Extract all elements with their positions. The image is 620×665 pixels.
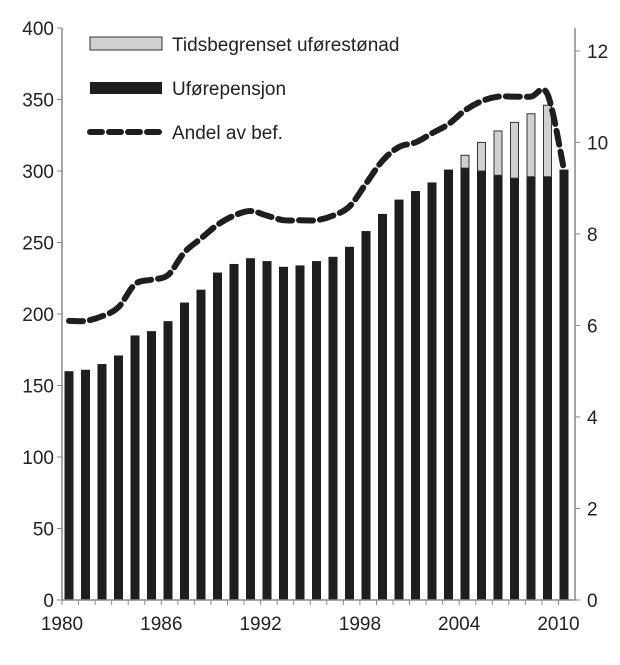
y-tick-label: 250 <box>22 234 54 255</box>
y2-tick-label: 12 <box>587 42 608 63</box>
bar-uforepensjon-2007 <box>510 178 519 600</box>
bar-uforepensjon-1991 <box>246 258 255 600</box>
x-tick-label: 2004 <box>438 614 481 635</box>
andel-line <box>66 86 567 325</box>
legend-swatch-tidsbegrenset <box>89 36 163 51</box>
legend-label-tidsbegrenset: Tidsbegrenset uførestønad <box>172 35 399 56</box>
y2-tick-label: 8 <box>587 225 598 246</box>
bar-tidsbegrenset-2007 <box>510 121 519 179</box>
bar-uforepensjon-2004 <box>460 168 470 600</box>
bar-uforepensjon-1995 <box>312 261 321 600</box>
bar-tidsbegrenset-2008 <box>526 113 536 178</box>
x-tick-label: 1980 <box>41 614 83 635</box>
legend-label-uforepensjon: Uførepensjon <box>172 79 286 100</box>
bar-uforepensjon-2003 <box>444 169 453 600</box>
y-tick-label: 200 <box>22 305 54 326</box>
legend-swatch-uforepensjon <box>90 82 162 94</box>
legend: Tidsbegrenset uførestønad Uførepensjon A… <box>87 35 399 144</box>
legend-label-andel: Andel av bef. <box>172 123 283 144</box>
bar-uforepensjon-1980 <box>64 371 74 600</box>
y-tick-label: 400 <box>22 19 54 40</box>
bar-uforepensjon-1983 <box>114 355 123 600</box>
y-tick-label: 150 <box>22 377 54 398</box>
bar-tidsbegrenset-2009 <box>543 104 552 178</box>
bar-uforepensjon-1989 <box>213 272 222 600</box>
y2-tick-label: 4 <box>587 408 598 429</box>
bar-uforepensjon-1985 <box>147 331 156 600</box>
bar-uforepensjon-1988 <box>196 289 206 600</box>
y-tick-label: 0 <box>43 591 54 612</box>
bar-uforepensjon-2000 <box>394 199 404 600</box>
y2-tick-label: 0 <box>587 591 598 612</box>
bar-uforepensjon-2010 <box>559 169 569 600</box>
bars <box>64 104 569 601</box>
bar-uforepensjon-2001 <box>411 191 420 600</box>
bar-uforepensjon-1999 <box>378 213 387 600</box>
x-tick-label: 2010 <box>537 614 579 635</box>
x-tick-label: 1992 <box>239 614 281 635</box>
bar-uforepensjon-1982 <box>97 364 107 600</box>
bar-uforepensjon-1997 <box>345 246 354 601</box>
y2-tick-label: 6 <box>587 316 598 337</box>
bar-uforepensjon-2009 <box>543 176 552 600</box>
bar-uforepensjon-2002 <box>427 182 437 600</box>
bar-uforepensjon-1996 <box>328 256 338 600</box>
y-tick-label: 50 <box>33 520 54 541</box>
bar-uforepensjon-1986 <box>163 321 173 600</box>
y-tick-label: 300 <box>22 162 54 183</box>
y-tick-label: 100 <box>22 448 54 469</box>
bar-uforepensjon-1992 <box>262 261 272 600</box>
axes: 0 50 100 150 200 250 300 350 400 0 2 4 6 8 10 12 1980 198… <box>22 19 608 635</box>
bar-uforepensjon-2005 <box>477 171 486 600</box>
bar-uforepensjon-2008 <box>526 176 536 600</box>
bar-uforepensjon-1994 <box>295 265 305 600</box>
x-tick-label: 1986 <box>140 614 182 635</box>
y2-tick-label: 10 <box>587 133 608 154</box>
bar-uforepensjon-1987 <box>180 302 189 600</box>
bar-uforepensjon-1993 <box>279 266 288 600</box>
bar-uforepensjon-1998 <box>361 231 371 600</box>
bar-uforepensjon-2006 <box>493 175 503 601</box>
y2-tick-label: 2 <box>587 499 598 520</box>
bar-uforepensjon-1990 <box>229 263 239 600</box>
y-tick-label: 350 <box>22 91 54 112</box>
bar-uforepensjon-1981 <box>81 369 90 600</box>
bar-tidsbegrenset-2004 <box>460 154 470 169</box>
bar-tidsbegrenset-2006 <box>493 130 503 176</box>
bar-tidsbegrenset-2005 <box>477 141 486 172</box>
bar-uforepensjon-1984 <box>130 335 140 600</box>
x-tick-label: 1998 <box>339 614 381 635</box>
